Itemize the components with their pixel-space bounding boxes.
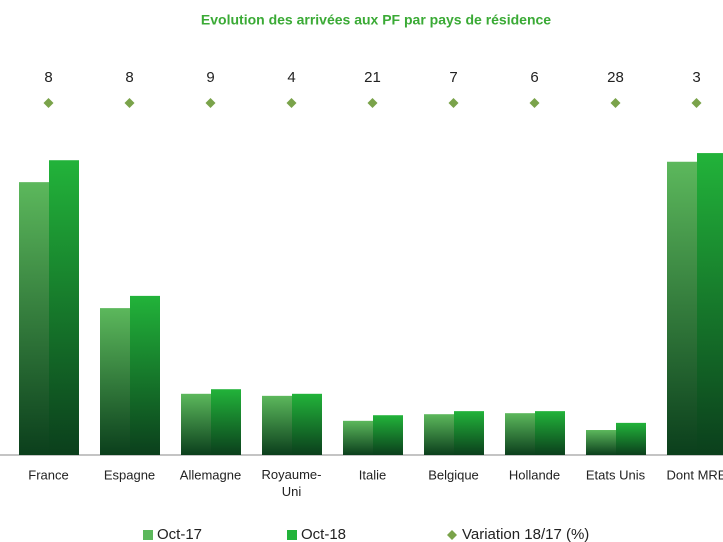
bar <box>616 422 646 455</box>
x-tick-label: Royaume-Uni <box>262 467 322 499</box>
data-label: 3 <box>692 69 700 86</box>
bar <box>697 153 723 455</box>
variation-marker <box>691 98 702 108</box>
bar <box>19 182 49 455</box>
bar <box>292 393 322 455</box>
legend-label: Oct-17 <box>157 526 202 542</box>
bar <box>181 393 211 455</box>
x-tick-label: Italie <box>359 467 386 482</box>
variation-marker <box>205 98 216 108</box>
bar <box>211 389 241 455</box>
variation-marker <box>529 98 540 108</box>
bar <box>535 411 565 455</box>
data-label: 9 <box>206 69 214 86</box>
bar <box>586 430 616 455</box>
x-tick-label: Espagne <box>104 467 155 482</box>
bar <box>424 414 454 455</box>
legend-swatch <box>143 530 153 540</box>
bar <box>343 420 373 455</box>
x-tick-label: Dont MRE <box>667 467 723 482</box>
bar <box>454 411 484 455</box>
legend-swatch <box>447 530 457 540</box>
data-label: 4 <box>287 69 295 86</box>
data-label: 8 <box>44 69 52 86</box>
data-label: 28 <box>607 69 624 86</box>
bar <box>505 413 535 455</box>
bar <box>130 295 160 455</box>
variation-marker <box>124 98 135 108</box>
variation-marker <box>448 98 459 108</box>
x-tick-label: Allemagne <box>180 467 241 482</box>
variation-marker <box>367 98 378 108</box>
data-label: 21 <box>364 69 381 86</box>
data-label: 7 <box>449 69 457 86</box>
chart-title: Evolution des arrivées aux PF par pays d… <box>201 12 551 28</box>
data-label: 8 <box>125 69 133 86</box>
bar <box>49 160 79 455</box>
x-tick-label: France <box>28 467 68 482</box>
x-tick-label: Belgique <box>428 467 479 482</box>
legend-label: Variation 18/17 (%) <box>462 526 589 542</box>
bar <box>667 161 697 455</box>
bar <box>373 415 403 455</box>
variation-marker <box>43 98 54 108</box>
legend-label: Oct-18 <box>301 526 346 542</box>
legend-swatch <box>287 530 297 540</box>
variation-marker <box>610 98 621 108</box>
variation-marker <box>286 98 297 108</box>
data-label: 6 <box>530 69 538 86</box>
x-tick-label: Hollande <box>509 467 560 482</box>
x-tick-label: Etats Unis <box>586 467 646 482</box>
bar <box>262 395 292 455</box>
bar <box>100 308 130 455</box>
